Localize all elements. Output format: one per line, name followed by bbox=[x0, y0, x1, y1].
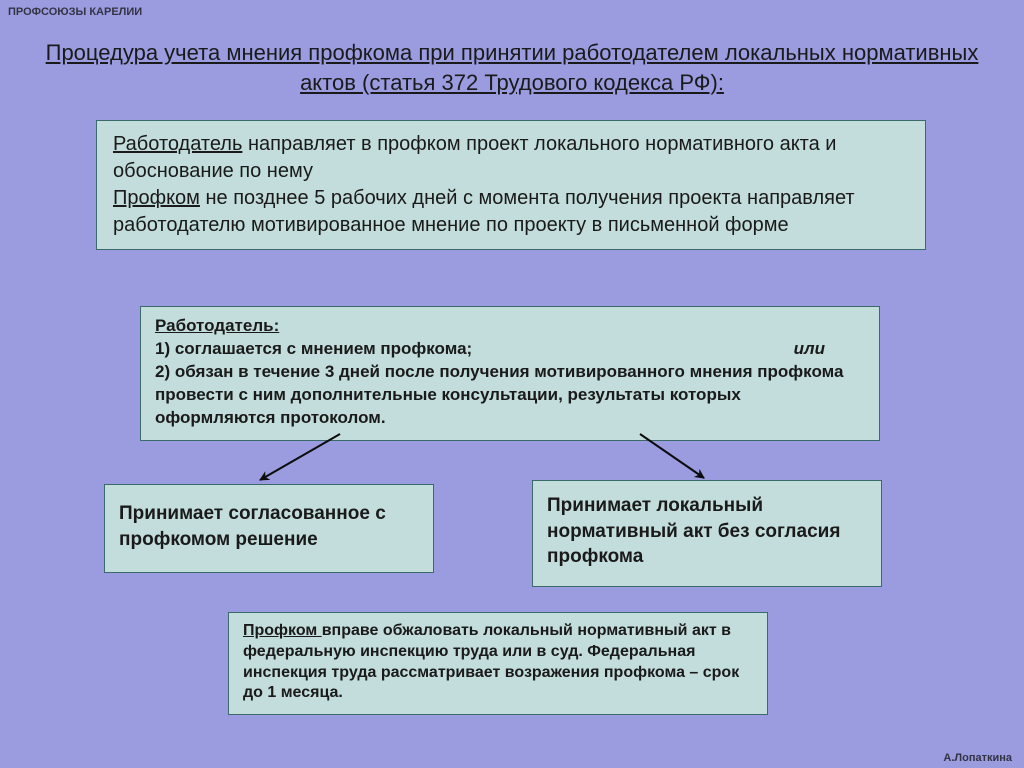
box2-heading: Работодатель: bbox=[155, 315, 865, 338]
profcom-underline: Профком bbox=[113, 187, 200, 209]
profcom-rest: не позднее 5 рабочих дней с момента полу… bbox=[113, 187, 855, 236]
footnote-lead: Профком bbox=[243, 622, 322, 639]
box2-option-2: 2) обязан в течение 3 дней после получен… bbox=[155, 361, 865, 430]
outcome-left-text: Принимает согласованное с профкомом реше… bbox=[119, 503, 386, 550]
outcome-box-left: Принимает согласованное с профкомом реше… bbox=[104, 484, 434, 573]
header-label: ПРОФСОЮЗЫ КАРЕЛИИ bbox=[8, 6, 142, 18]
slide-title: Процедура учета мнения профкома при прин… bbox=[40, 38, 984, 97]
footer-label: А.Лопаткина bbox=[943, 752, 1012, 764]
step-box-1: Работодатель направляет в профком проект… bbox=[96, 120, 926, 250]
box2-opt1-tail: или bbox=[794, 338, 865, 361]
box2-opt1-lead: 1) соглашается с мнением профкома; bbox=[155, 338, 472, 361]
step-box-2: Работодатель: 1) соглашается с мнением п… bbox=[140, 306, 880, 441]
footnote-box: Профком вправе обжаловать локальный норм… bbox=[228, 612, 768, 715]
step-1-line-2: Профком не позднее 5 рабочих дней с моме… bbox=[113, 185, 909, 239]
outcome-right-text: Принимает локальный нормативный акт без … bbox=[547, 495, 840, 567]
slide: ПРОФСОЮЗЫ КАРЕЛИИ А.Лопаткина Процедура … bbox=[0, 0, 1024, 768]
outcome-box-right: Принимает локальный нормативный акт без … bbox=[532, 480, 882, 587]
step-1-line-1: Работодатель направляет в профком проект… bbox=[113, 131, 909, 185]
employer-underline: Работодатель bbox=[113, 133, 242, 155]
box2-option-1: 1) соглашается с мнением профкома; или bbox=[155, 338, 865, 361]
